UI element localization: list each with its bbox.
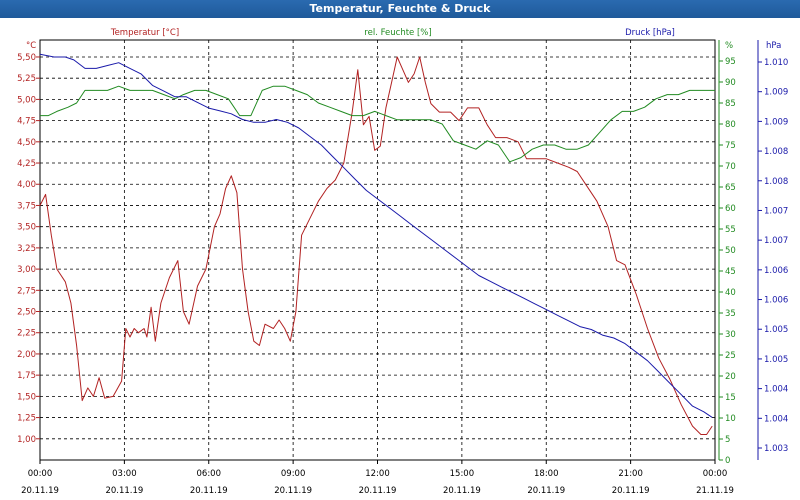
left-tick-label: 3,75 [17, 201, 36, 211]
humidity-tick-label: 15 [725, 393, 736, 403]
left-tick-label: 1,50 [17, 392, 36, 402]
x-tick-time-label: 15:00 [450, 469, 475, 479]
humidity-tick-label: 80 [725, 120, 736, 130]
left-tick-label: 1,00 [17, 435, 36, 445]
humidity-tick-label: 85 [725, 99, 736, 109]
humidity-tick-label: 10 [725, 414, 736, 424]
pressure-tick-label: 1.007 [764, 206, 788, 216]
humidity-tick-label: 65 [725, 183, 736, 193]
pressure-tick-label: 1.007 [764, 236, 788, 246]
left-tick-label: 2,75 [17, 286, 36, 296]
left-tick-label: 5,50 [17, 53, 36, 63]
pressure-tick-label: 1.005 [764, 355, 788, 365]
x-tick-time-label: 18:00 [534, 469, 559, 479]
pressure-tick-label: 1.004 [764, 414, 788, 424]
x-tick-date-label: 20.11.19 [21, 486, 59, 496]
x-tick-date-label: 20.11.19 [190, 486, 228, 496]
left-tick-label: 4,25 [17, 159, 36, 169]
chart-canvas: 00:00 20.11.19 03:00 20.11.19 06:00 20.11.19 0… [17, 28, 788, 496]
left-tick-label: 3,50 [17, 223, 36, 233]
left-tick-label: 4,50 [17, 138, 36, 148]
left-tick-label: 2,25 [17, 329, 36, 339]
humidity-tick-label: 95 [725, 57, 736, 67]
humidity-tick-label: 30 [725, 330, 736, 340]
left-tick-label: 5,00 [17, 95, 36, 105]
humidity-tick-label: 25 [725, 351, 736, 361]
left-tick-label: 2,50 [17, 308, 36, 318]
humidity-tick-label: 45 [725, 267, 736, 277]
humidity-tick-label: 60 [725, 204, 736, 214]
left-tick-label: 4,00 [17, 180, 36, 190]
humidity-tick-label: 5 [725, 435, 730, 445]
left-tick-label: 3,00 [17, 265, 36, 275]
pressure-tick-label: 1.009 [764, 88, 788, 98]
humidity-tick-label: 90 [725, 78, 736, 88]
x-tick-time-label: 00:00 [703, 469, 728, 479]
x-tick-time-label: 00:00 [28, 469, 53, 479]
left-tick-label: 2,00 [17, 350, 36, 360]
left-tick-label: 5,25 [17, 74, 36, 84]
x-tick-date-label: 20.11.19 [612, 486, 650, 496]
pressure-axis-label: Druck [hPa] [625, 28, 675, 38]
humidity-tick-label: 50 [725, 246, 736, 256]
left-axis-label: Temperatur [°C] [110, 28, 179, 38]
humidity-axis-unit: % [725, 41, 733, 51]
humidity-tick-label: 35 [725, 309, 736, 319]
pressure-series-line [39, 53, 713, 418]
left-tick-label: 4,75 [17, 117, 36, 127]
left-tick-label: 1,25 [17, 414, 36, 424]
pressure-tick-label: 1.008 [764, 177, 788, 187]
pressure-tick-label: 1.009 [764, 117, 788, 127]
pressure-tick-label: 1.005 [764, 325, 788, 335]
window-title: Temperatur, Feuchte & Druck [309, 2, 491, 15]
humidity-series-line [40, 85, 715, 163]
humidity-tick-label: 40 [725, 288, 736, 298]
pressure-tick-label: 1.006 [764, 266, 788, 276]
pressure-axis-unit: hPa [766, 41, 781, 51]
x-tick-time-label: 12:00 [365, 469, 390, 479]
humidity-tick-label: 75 [725, 141, 736, 151]
pressure-tick-label: 1.003 [764, 444, 788, 454]
temperature-series-line [39, 56, 713, 435]
x-tick-time-label: 03:00 [112, 469, 137, 479]
x-tick-time-label: 06:00 [197, 469, 222, 479]
x-tick-date-label: 20.11.19 [359, 486, 397, 496]
left-tick-label: 3,25 [17, 244, 36, 254]
x-tick-date-label: 20.11.19 [527, 486, 565, 496]
x-tick-date-label: 21.11.19 [696, 486, 734, 496]
humidity-tick-label: 20 [725, 372, 736, 382]
left-tick-label: 1,75 [17, 371, 36, 381]
chart-title-bar: Temperatur, Feuchte & Druck [0, 0, 800, 18]
x-tick-time-label: 09:00 [281, 469, 306, 479]
pressure-tick-label: 1.010 [764, 58, 788, 68]
x-tick-date-label: 20.11.19 [274, 486, 312, 496]
humidity-axis-label: rel. Feuchte [%] [364, 28, 431, 38]
humidity-tick-label: 70 [725, 162, 736, 172]
x-tick-date-label: 20.11.19 [443, 486, 481, 496]
pressure-tick-label: 1.004 [764, 385, 788, 395]
humidity-tick-label: 55 [725, 225, 736, 235]
x-tick-time-label: 21:00 [618, 469, 643, 479]
humidity-tick-label: 0 [725, 456, 730, 466]
pressure-tick-label: 1.006 [764, 296, 788, 306]
left-axis-unit: °C [26, 41, 36, 51]
pressure-tick-label: 1.008 [764, 147, 788, 157]
x-tick-date-label: 20.11.19 [105, 486, 143, 496]
